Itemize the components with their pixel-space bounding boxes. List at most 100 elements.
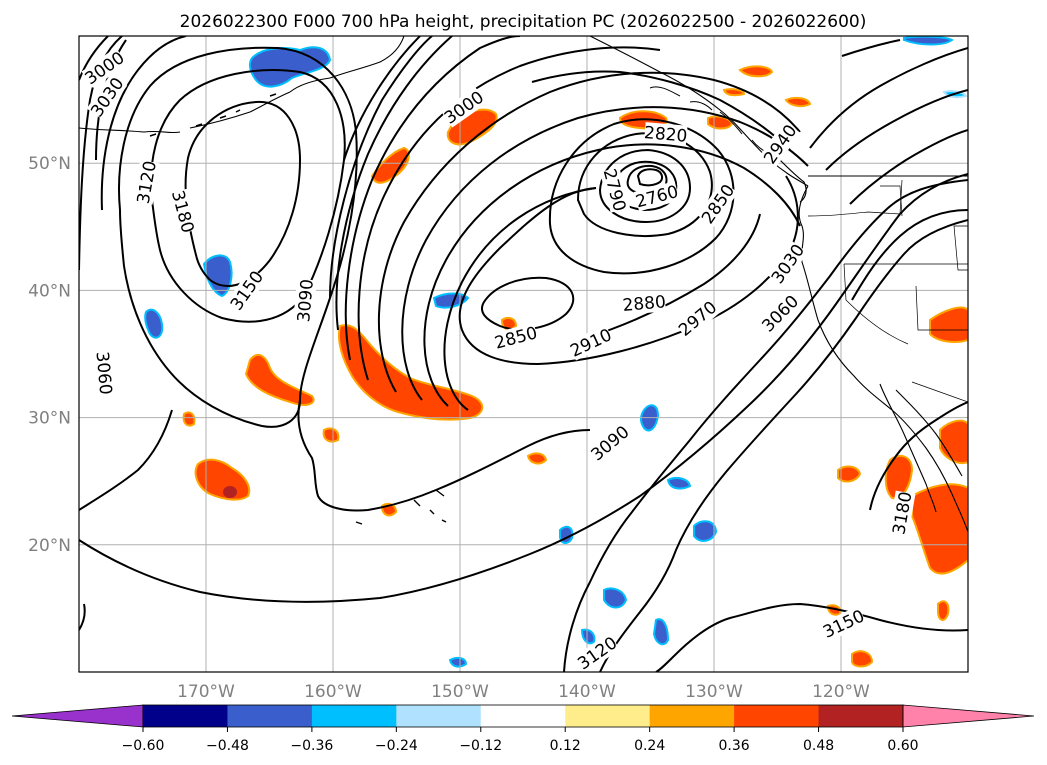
precip-positive-area [837,465,862,483]
contour-label: 3090 [294,278,318,323]
height-contour [184,100,302,287]
precip-positive-area [884,454,914,500]
precip-positive-area [722,88,746,97]
height-contour [809,47,968,149]
contour-label-background [674,297,721,340]
colorbar-tick-label: 0.36 [719,738,750,754]
precip-positive-area [911,483,968,575]
precip-positive-area [338,324,484,421]
height-contour [344,36,521,361]
contour-label-group: 2880 [622,291,667,316]
precip-positive-area [370,146,410,184]
map-frame [78,35,969,673]
contour-label-background [888,490,916,536]
vancouver-island [779,159,807,203]
contour-label: 3060 [92,351,116,396]
height-contours [79,36,968,672]
contour-label-background [293,278,317,323]
inside-passage-islands [649,86,773,157]
contour-label-group: 3090 [293,278,318,323]
contour-label-background [440,86,487,128]
height-contour [825,89,968,171]
aleutian-chain [79,127,181,134]
precip-positive-area [322,427,340,443]
colorbar-tick-label: 0.24 [634,738,665,754]
contour-label-background [820,605,867,642]
aleutian-islands [149,93,277,137]
height-contour [531,70,791,151]
height-contour [150,69,346,323]
latitude-tick-label: 20°N [28,536,71,556]
precip-negative-area [144,308,164,339]
longitude-tick-label: 120°W [812,682,870,702]
precip-positive-area [244,353,315,406]
hawaii-islands [355,489,447,525]
longitude-tick-label: 170°W [177,682,235,702]
colorbar-outline [142,704,904,728]
precip-positive-area [939,419,968,464]
height-contour [599,219,968,672]
gulf-of-california [895,389,963,477]
map-gridlines [79,36,968,672]
height-contour [297,399,591,512]
height-contour [329,36,433,299]
height-contour [869,401,968,511]
state-border [880,185,903,217]
colorbar-bin [311,705,397,727]
state-border [953,225,968,271]
us-mexico-border [911,381,968,403]
height-contour [481,276,575,331]
colorbar-tick-label: 0.12 [550,738,581,754]
contour-label-background [81,47,128,89]
colorbar-bin [649,705,735,727]
contour-label-background [168,188,199,235]
colorbar-tick-label: −0.60 [122,738,165,754]
longitude-tick-label: 130°W [685,682,743,702]
height-contour [598,148,692,224]
colorbar: −0.60 −0.48 −0.36 −0.24 −0.12 0.12 0.24 0.36 0.4… [11,704,1035,754]
contour-label-background [574,632,621,672]
precip-positive-area [784,96,812,108]
precip-positive-area [937,600,950,621]
precip-heavy-core [223,486,237,498]
contour-label-background [758,291,802,336]
latitude-labels: 20°N 30°N 40°N 50°N [28,154,71,556]
height-contour [335,36,453,331]
height-contour [357,46,661,381]
contour-label-background [226,267,267,314]
colorbar-extend-low [11,704,144,728]
height-contour [576,132,713,237]
longitude-tick-label: 150°W [431,682,489,702]
precip-positive-area [182,411,196,427]
height-contour [79,173,968,603]
map-title: 2026022300 F000 700 hPa height, precipit… [180,12,867,32]
precip-negative-area [652,618,670,646]
contour-label: 2820 [643,123,688,147]
precip-negative-area [666,477,692,490]
height-contour [655,602,968,672]
latitude-tick-label: 50°N [28,154,71,174]
longitude-labels: 170°W 160°W 150°W 140°W 130°W 120°W [177,682,870,702]
contour-label-group: 2820 [643,122,688,147]
longitude-tick-label: 140°W [558,682,616,702]
contour-label-background [493,322,539,353]
height-contour [79,409,173,511]
contour-label-background [633,181,680,212]
height-contour [377,71,801,393]
height-contour [849,129,968,205]
contour-label-background [697,180,739,227]
contour-label-background [767,240,808,287]
height-contour [100,36,187,211]
height-contour [636,168,664,187]
precip-negative-area [603,587,628,609]
contour-label-background [759,121,801,168]
height-contour [79,36,109,81]
colorbar-bin [480,705,566,727]
contour-label-background [643,122,688,146]
latitude-tick-label: 30°N [28,409,71,429]
precip-negative-area [580,628,596,645]
height-contour [79,603,86,631]
contour-label-background [567,324,615,361]
